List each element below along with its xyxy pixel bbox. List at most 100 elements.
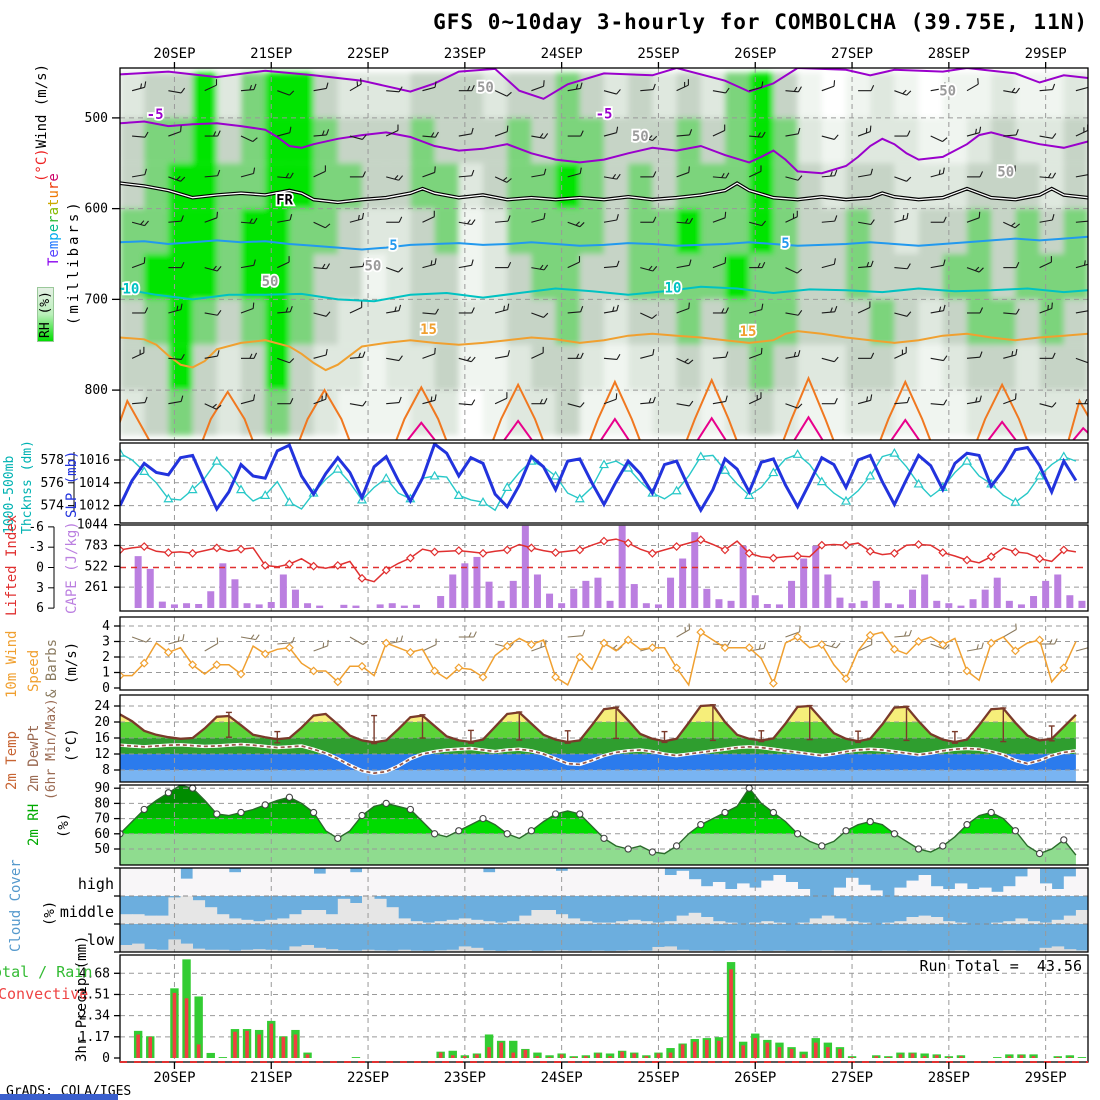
svg-text:261: 261 bbox=[85, 580, 108, 595]
precip-convective-legend: Convective bbox=[0, 985, 89, 1003]
thickness-axis-label-2: Thcknss (dm) bbox=[20, 440, 35, 534]
svg-text:6: 6 bbox=[36, 601, 44, 616]
lifted-index-axis-label: Lifted Index bbox=[4, 514, 20, 616]
svg-text:27SEP: 27SEP bbox=[831, 1070, 873, 1086]
svg-text:25SEP: 25SEP bbox=[637, 1070, 679, 1086]
svg-text:8: 8 bbox=[102, 763, 110, 778]
page-title: GFS 0~10day 3-hourly for COMBOLCHA (39.7… bbox=[433, 10, 1088, 34]
svg-text:500: 500 bbox=[85, 111, 108, 126]
svg-text:600: 600 bbox=[85, 202, 108, 217]
wind-label: Wind (m/s) bbox=[34, 63, 50, 149]
svg-text:26SEP: 26SEP bbox=[734, 46, 776, 62]
svg-text:70: 70 bbox=[94, 812, 110, 827]
svg-text:23SEP: 23SEP bbox=[444, 1070, 486, 1086]
svg-text:3.51: 3.51 bbox=[79, 987, 110, 1002]
svg-text:50: 50 bbox=[364, 259, 381, 275]
svg-text:16: 16 bbox=[94, 731, 110, 746]
svg-text:1016: 1016 bbox=[79, 453, 110, 468]
svg-text:28SEP: 28SEP bbox=[928, 46, 970, 62]
svg-text:800: 800 bbox=[85, 383, 108, 398]
svg-text:2: 2 bbox=[102, 650, 110, 665]
svg-text:29SEP: 29SEP bbox=[1025, 1070, 1067, 1086]
wind10m-units-label: (m/s) bbox=[64, 641, 80, 684]
svg-text:60: 60 bbox=[94, 827, 110, 842]
svg-text:3: 3 bbox=[102, 635, 110, 650]
svg-text:5: 5 bbox=[781, 236, 789, 252]
svg-text:21SEP: 21SEP bbox=[250, 1070, 292, 1086]
precip-total-legend: Total / Rain bbox=[0, 963, 93, 981]
svg-text:FR: FR bbox=[276, 192, 293, 208]
wind10m-axis-label-1: 10m Wind bbox=[4, 630, 20, 698]
cloud-row-low-label: low bbox=[86, 931, 114, 949]
rh2m-axis-label: 2m RH bbox=[26, 803, 42, 846]
temperature-axis-label: Temperature bbox=[46, 173, 62, 266]
svg-text:20: 20 bbox=[94, 715, 110, 730]
svg-text:28SEP: 28SEP bbox=[928, 1070, 970, 1086]
rh2m-units-label: (%) bbox=[56, 812, 72, 838]
svg-text:576: 576 bbox=[41, 476, 64, 491]
svg-text:574: 574 bbox=[41, 499, 65, 514]
svg-text:4: 4 bbox=[102, 619, 110, 634]
svg-text:80: 80 bbox=[94, 796, 110, 811]
svg-text:522: 522 bbox=[85, 559, 108, 574]
svg-text:50: 50 bbox=[477, 80, 494, 96]
millibars-axis-label: (millibars) bbox=[66, 199, 82, 325]
svg-text:1014: 1014 bbox=[79, 476, 110, 491]
svg-text:5: 5 bbox=[389, 238, 397, 254]
svg-text:1.17: 1.17 bbox=[79, 1030, 110, 1045]
svg-text:578: 578 bbox=[41, 453, 64, 468]
svg-text:24SEP: 24SEP bbox=[541, 46, 583, 62]
svg-text:24SEP: 24SEP bbox=[541, 1070, 583, 1086]
svg-text:10: 10 bbox=[122, 281, 139, 297]
svg-text:700: 700 bbox=[85, 292, 108, 307]
svg-text:0: 0 bbox=[36, 561, 44, 576]
svg-text:22SEP: 22SEP bbox=[347, 46, 389, 62]
svg-text:22SEP: 22SEP bbox=[347, 1070, 389, 1086]
minmax-axis-label: (6hr Min/Max) bbox=[44, 698, 59, 800]
svg-text:15: 15 bbox=[740, 324, 757, 340]
svg-text:4.68: 4.68 bbox=[79, 966, 110, 981]
svg-text:50: 50 bbox=[632, 129, 649, 145]
svg-text:0: 0 bbox=[102, 681, 110, 696]
svg-text:50: 50 bbox=[262, 274, 279, 290]
precip-units-label: 3hr Precip (mm) bbox=[74, 935, 90, 1062]
temp2m-units-label: (°C) bbox=[64, 728, 80, 762]
run-total-text: Run Total = 43.56 bbox=[919, 957, 1082, 975]
svg-text:50: 50 bbox=[94, 842, 110, 857]
svg-text:-5: -5 bbox=[147, 107, 164, 123]
wind-axis-label: (°C)Wind (m/s) bbox=[34, 64, 50, 182]
wind10m-axis-label-2: Speed bbox=[26, 649, 42, 692]
rh-legend-label: RH (%) bbox=[37, 287, 54, 342]
svg-text:29SEP: 29SEP bbox=[1025, 46, 1067, 62]
svg-text:-3: -3 bbox=[28, 540, 44, 555]
slp-axis-label: SLP (mb) bbox=[64, 450, 80, 518]
svg-text:24: 24 bbox=[94, 699, 110, 714]
svg-text:-6: -6 bbox=[28, 520, 44, 535]
rh-legend-box: RH (%) bbox=[37, 287, 54, 342]
svg-text:783: 783 bbox=[85, 539, 108, 554]
svg-text:2.34: 2.34 bbox=[79, 1009, 110, 1024]
svg-text:3: 3 bbox=[36, 581, 44, 596]
svg-text:1: 1 bbox=[102, 666, 110, 681]
svg-text:1044: 1044 bbox=[77, 518, 108, 533]
wind10m-axis-label-3: & Barbs bbox=[44, 638, 60, 698]
grads-footer-bar bbox=[0, 1094, 118, 1100]
svg-text:50: 50 bbox=[939, 84, 956, 100]
svg-text:-5: -5 bbox=[596, 106, 613, 122]
svg-text:0: 0 bbox=[102, 1051, 110, 1066]
svg-text:23SEP: 23SEP bbox=[444, 46, 486, 62]
svg-text:21SEP: 21SEP bbox=[250, 46, 292, 62]
svg-text:15: 15 bbox=[420, 322, 437, 338]
cloud-cover-axis-label: Cloud Cover bbox=[8, 859, 24, 952]
temp2m-axis-label: 2m Temp bbox=[4, 730, 20, 790]
svg-text:26SEP: 26SEP bbox=[734, 1070, 776, 1086]
cape-axis-label: CAPE (J/kg) bbox=[64, 521, 80, 614]
cloud-row-middle-label: middle bbox=[59, 903, 114, 921]
cloud-row-high-label: high bbox=[77, 875, 114, 893]
svg-text:50: 50 bbox=[997, 164, 1014, 180]
svg-text:1012: 1012 bbox=[79, 499, 110, 514]
svg-text:10: 10 bbox=[665, 280, 682, 296]
svg-text:27SEP: 27SEP bbox=[831, 46, 873, 62]
svg-text:20SEP: 20SEP bbox=[153, 1070, 195, 1086]
